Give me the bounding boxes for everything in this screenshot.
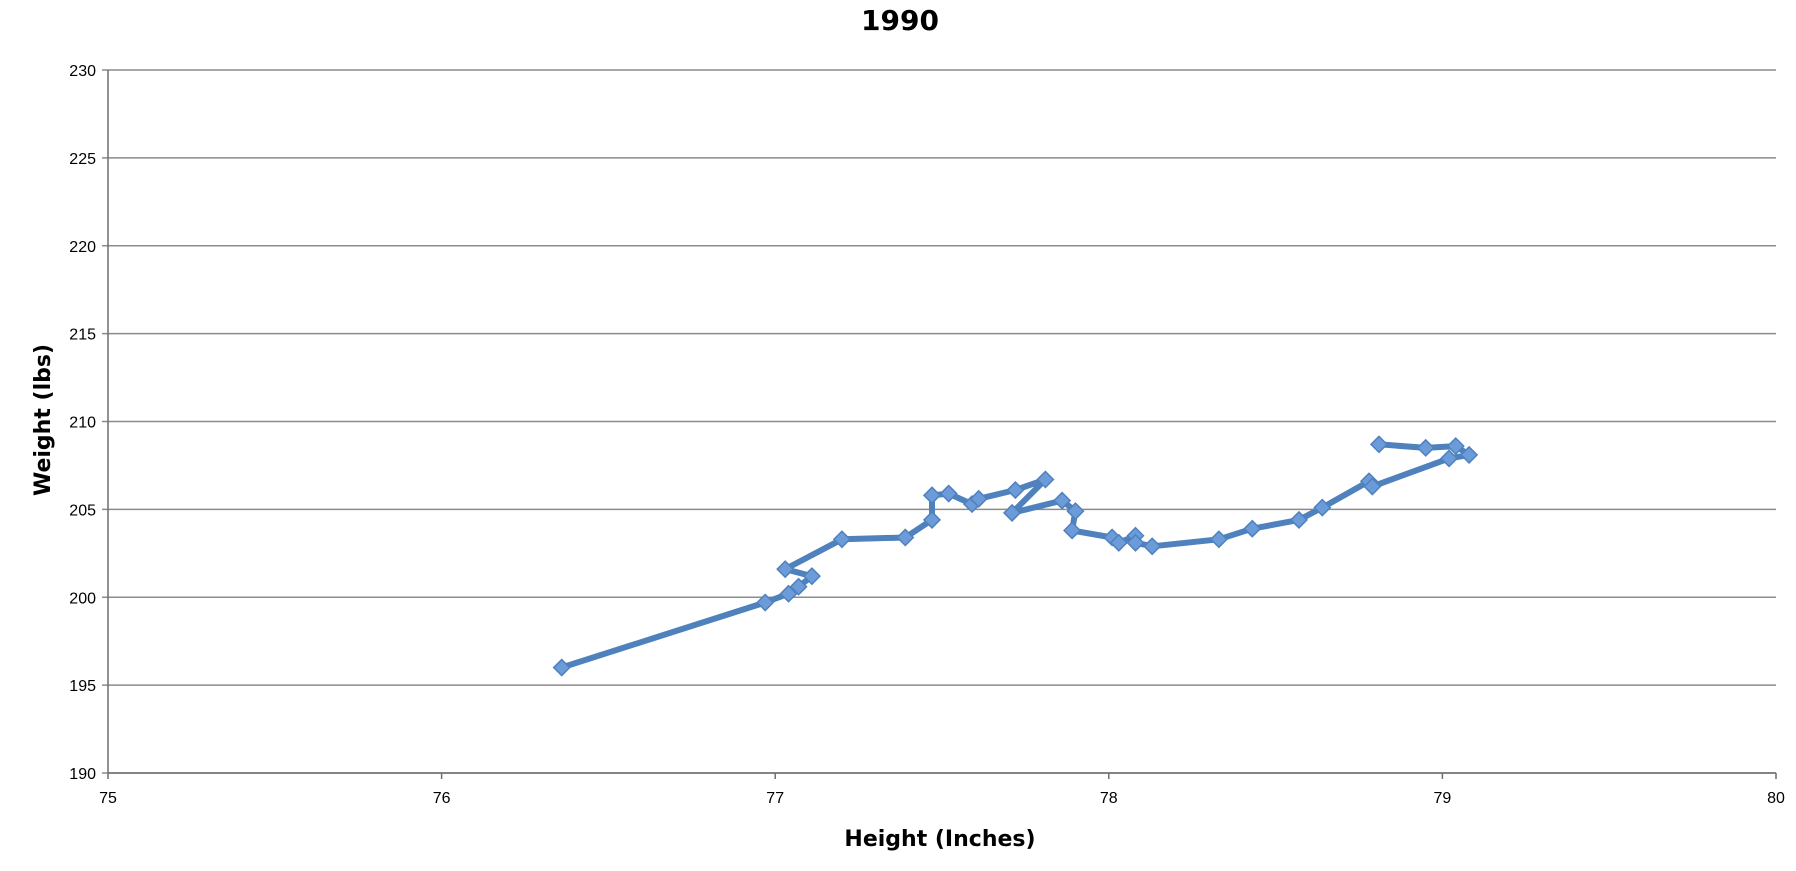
data-point-marker xyxy=(1440,449,1459,468)
data-point-marker xyxy=(1126,533,1145,552)
data-point-marker xyxy=(1036,470,1055,489)
gridlines xyxy=(102,69,1776,774)
data-point-marker xyxy=(1363,477,1382,496)
data-point-marker xyxy=(922,486,942,505)
axes xyxy=(107,70,1776,774)
data-point-marker xyxy=(1416,438,1435,457)
data-point-marker xyxy=(1369,435,1389,454)
x-tick-label: 78 xyxy=(1100,790,1118,807)
x-tick-label: 80 xyxy=(1767,790,1785,807)
data-point-marker xyxy=(1143,537,1162,556)
data-point-marker xyxy=(776,560,795,579)
x-tick-label: 79 xyxy=(1434,790,1452,807)
x-axis-ticks: 75 76 77 78 79 80 xyxy=(99,773,1785,807)
x-axis-label: Height (Inches) xyxy=(844,827,1035,852)
x-tick-label: 76 xyxy=(433,790,451,807)
chart-title: 1990 xyxy=(861,4,939,37)
data-point-marker xyxy=(789,577,808,596)
y-tick-label: 210 xyxy=(69,415,96,432)
data-point-marker xyxy=(1313,498,1332,517)
data-point-marker xyxy=(1109,533,1128,552)
data-point-marker xyxy=(802,567,821,586)
data-point-marker xyxy=(896,528,915,547)
data-point-marker xyxy=(939,484,958,503)
x-tick-label: 77 xyxy=(766,790,784,807)
series-line xyxy=(558,441,1473,671)
data-point-marker xyxy=(832,530,851,549)
data-point-marker xyxy=(1209,530,1228,549)
series-height-weight xyxy=(552,435,1479,677)
data-point-marker xyxy=(1053,491,1072,510)
data-point-marker xyxy=(1289,510,1309,529)
y-tick-label: 200 xyxy=(69,590,96,607)
y-axis-label: Weight (lbs) xyxy=(31,344,56,496)
data-point-marker xyxy=(552,658,571,677)
data-point-marker xyxy=(1006,480,1025,500)
data-point-marker xyxy=(1446,437,1465,456)
data-point-marker xyxy=(922,510,942,529)
y-tick-label: 215 xyxy=(69,327,96,344)
x-tick-label: 75 xyxy=(99,790,117,807)
data-point-marker xyxy=(1063,521,1082,540)
y-tick-label: 195 xyxy=(69,678,96,695)
y-tick-label: 220 xyxy=(69,239,96,256)
data-point-marker xyxy=(1243,519,1262,538)
data-point-marker xyxy=(1460,445,1479,464)
data-point-marker xyxy=(1002,503,1022,522)
y-tick-label: 205 xyxy=(69,502,96,519)
y-tick-label: 225 xyxy=(69,151,96,168)
y-axis-ticks: 190 195 200 205 210 215 220 225 230 xyxy=(69,63,96,783)
y-tick-label: 230 xyxy=(69,63,96,80)
data-point-marker xyxy=(969,489,988,508)
y-tick-label: 190 xyxy=(69,766,96,783)
data-point-marker xyxy=(756,593,775,612)
data-point-marker xyxy=(1066,502,1085,521)
